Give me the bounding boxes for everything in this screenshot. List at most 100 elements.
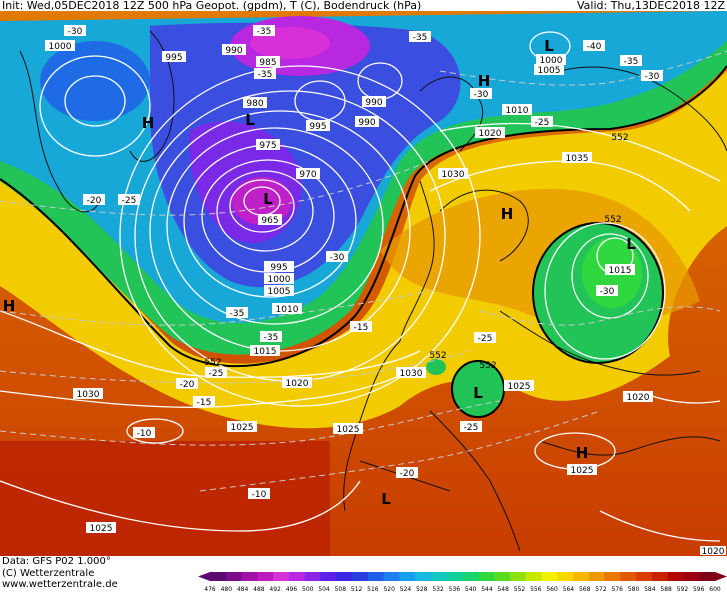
svg-text:1020: 1020	[479, 129, 502, 139]
colorbar-tick-label: 600	[709, 586, 721, 593]
website-text: www.wetterzentrale.de	[2, 579, 118, 590]
temp-label: -10	[133, 427, 155, 439]
high-center: H	[142, 114, 155, 132]
svg-text:990: 990	[225, 46, 242, 56]
pressure-label: 1025	[86, 522, 116, 534]
colorbar-tick-label: 520	[383, 586, 395, 593]
colorbar-cell	[494, 572, 511, 581]
svg-text:1000: 1000	[540, 56, 563, 66]
colorbar-tick-label: 516	[367, 586, 379, 593]
coastlines	[19, 30, 727, 552]
svg-text:990: 990	[358, 118, 375, 128]
pressure-label: 1005	[534, 64, 564, 76]
colorbar-cell	[225, 572, 243, 581]
pressure-label: 1000	[264, 273, 294, 285]
colorbar-tick-label: 484	[237, 586, 249, 593]
pressure-label: 1025	[333, 423, 363, 435]
colorbar-cell	[509, 572, 527, 581]
geo-label: 552	[204, 358, 221, 368]
svg-text:965: 965	[261, 216, 278, 226]
temp-label: -35	[620, 55, 642, 67]
high-center: H	[501, 205, 514, 223]
svg-text:-25: -25	[122, 196, 137, 206]
low-center: L	[245, 111, 255, 129]
colorbar-tick-label: 512	[351, 586, 363, 593]
svg-text:1010: 1010	[276, 305, 299, 315]
pressure-label: 1010	[272, 303, 302, 315]
header-valid-text: Valid: Thu,13DEC2018 12Z	[577, 0, 725, 12]
svg-text:-30: -30	[600, 287, 615, 297]
temp-label: -35	[260, 331, 282, 343]
svg-text:995: 995	[309, 122, 326, 132]
temp-label: -20	[176, 378, 198, 390]
svg-text:-25: -25	[464, 423, 479, 433]
colorbar-tick-label: 480	[221, 586, 233, 593]
pressure-label: 965	[258, 214, 282, 226]
svg-text:995: 995	[165, 53, 182, 63]
isobars	[0, 31, 721, 542]
pressure-label: 995	[264, 261, 294, 273]
pressure-label: 1015	[250, 345, 280, 357]
svg-text:990: 990	[365, 98, 382, 108]
high-center: H	[478, 72, 491, 90]
colorbar-tick-label: 496	[286, 586, 298, 593]
low-center: L	[263, 190, 273, 208]
field-yellow-band	[0, 71, 727, 429]
pressure-label: 995	[306, 120, 330, 132]
colorbar-arrow-right	[715, 572, 727, 581]
synoptic-map: 1000 995 990 985 980 975 970 965 995 100…	[0, 11, 727, 556]
svg-text:-35: -35	[413, 33, 428, 43]
colorbar-cell	[304, 572, 321, 581]
colorbar-cell	[525, 572, 542, 581]
pressure-label: 990	[222, 44, 246, 56]
low-center: L	[473, 384, 483, 402]
colorbar-cell	[462, 572, 479, 581]
geo-label: 552	[604, 215, 621, 225]
svg-text:970: 970	[299, 170, 316, 180]
pressure-label: 1005	[264, 285, 294, 297]
colorbar-tick-label: 592	[677, 586, 689, 593]
svg-text:-20: -20	[180, 380, 195, 390]
svg-text:1005: 1005	[268, 287, 291, 297]
svg-text:1025: 1025	[90, 524, 113, 534]
pressure-label: 1000	[536, 54, 566, 66]
field-blue-nw	[40, 41, 150, 121]
high-center: H	[3, 297, 16, 315]
colorbar-tick-label: 476	[204, 586, 216, 593]
geo-label: 552	[611, 133, 628, 143]
colorbar-cell	[430, 572, 448, 581]
svg-text:1020: 1020	[702, 547, 725, 556]
map-header: Init: Wed,05DEC2018 12Z 500 hPa Geopot. …	[0, 0, 727, 11]
geo-label: 552	[429, 351, 446, 361]
colorbar-arrow-left	[198, 572, 210, 581]
svg-text:-35: -35	[230, 309, 245, 319]
colorbar-cell	[620, 572, 637, 581]
colorbar-tick-label: 524	[400, 586, 412, 593]
temp-label: -25	[474, 332, 496, 344]
colorbar-cell	[683, 572, 700, 581]
svg-text:1030: 1030	[400, 369, 423, 379]
pressure-label: 1025	[227, 421, 257, 433]
svg-text:1020: 1020	[627, 393, 650, 403]
svg-text:985: 985	[259, 58, 276, 68]
svg-text:1025: 1025	[231, 423, 254, 433]
svg-text:-35: -35	[624, 57, 639, 67]
pressure-label: 985	[256, 56, 280, 68]
pressure-label: 990	[355, 116, 379, 128]
svg-text:-10: -10	[252, 490, 267, 500]
contour-552-main	[0, 65, 727, 368]
colorbar-tick-label: 552	[514, 586, 526, 593]
temp-label: -15	[193, 396, 215, 408]
geopotential-labels: 552 552 552 552 552	[204, 133, 628, 371]
svg-text:-30: -30	[330, 253, 345, 263]
svg-text:-40: -40	[587, 42, 602, 52]
colorbar-tick-label: 576	[612, 586, 624, 593]
svg-text:-30: -30	[68, 27, 83, 37]
colorbar-tick-label: 540	[465, 586, 477, 593]
svg-text:1000: 1000	[268, 275, 291, 285]
colorbar-tick-label: 568	[579, 586, 591, 593]
colorbar-cell	[446, 572, 463, 581]
svg-text:1015: 1015	[254, 347, 277, 357]
svg-text:-30: -30	[645, 72, 660, 82]
temp-label: -15	[350, 321, 372, 333]
